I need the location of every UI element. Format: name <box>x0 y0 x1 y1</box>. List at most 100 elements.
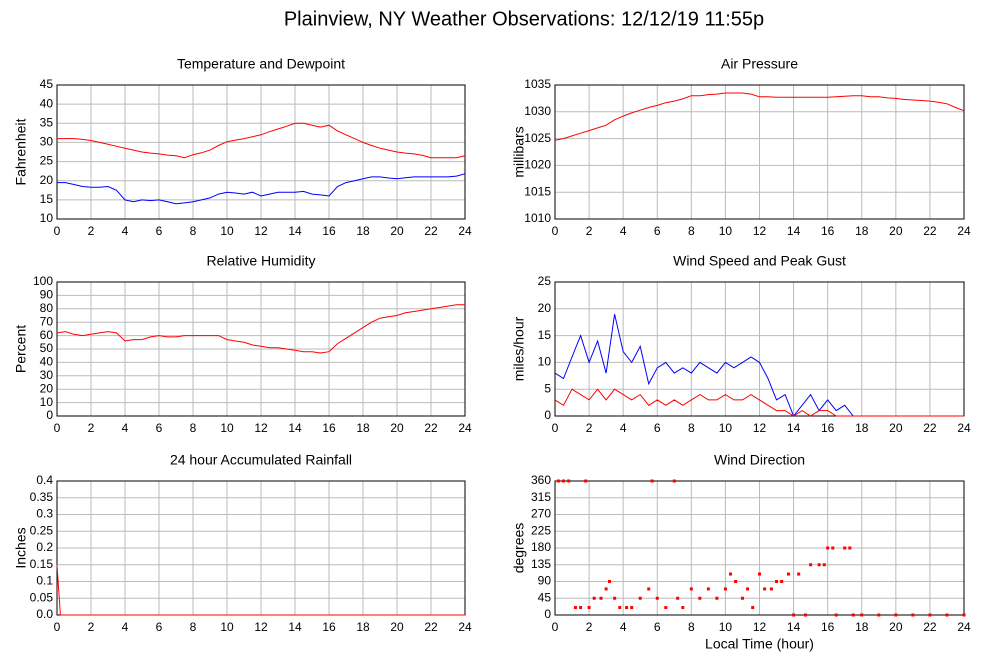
x-tick-label: 2 <box>586 421 593 435</box>
x-tick-label: 2 <box>586 224 593 238</box>
x-tick-label: 16 <box>322 620 336 634</box>
y-tick-label: 0.2 <box>36 540 53 554</box>
x-tick-label: 14 <box>787 620 801 634</box>
x-tick-label: 14 <box>787 224 801 238</box>
x-tick-label: 0 <box>552 421 559 435</box>
x-tick-label: 10 <box>220 421 234 435</box>
x-tick-label: 8 <box>190 421 197 435</box>
x-tick-label: 8 <box>688 224 695 238</box>
data-point <box>734 580 738 583</box>
data-point <box>664 606 668 610</box>
data-point <box>797 572 801 576</box>
plot-frame <box>56 84 466 220</box>
x-tick-label: 18 <box>356 224 370 238</box>
data-line <box>554 92 965 141</box>
x-tick-label: 0 <box>552 620 559 634</box>
y-tick-label: 90 <box>538 574 552 588</box>
data-point <box>647 587 651 591</box>
data-point <box>567 479 571 483</box>
panel-title: Temperature and Dewpoint <box>177 56 345 72</box>
y-tick-label: 1020 <box>524 158 551 172</box>
y-tick-label: 1015 <box>524 184 551 198</box>
x-tick-label: 22 <box>923 421 937 435</box>
y-tick-label: 90 <box>40 288 54 302</box>
data-point <box>608 580 612 583</box>
plot-frame <box>554 84 965 220</box>
data-point <box>613 596 617 600</box>
x-tick-label: 24 <box>458 224 472 238</box>
x-tick-label: 8 <box>688 620 695 634</box>
panel-title: Wind Speed and Peak Gust <box>673 253 846 269</box>
data-point <box>804 613 808 617</box>
data-point <box>698 596 702 600</box>
x-tick-label: 6 <box>654 224 661 238</box>
data-point <box>826 546 830 550</box>
data-point <box>676 596 680 600</box>
data-point <box>877 613 881 617</box>
y-axis-title: degrees <box>511 523 527 574</box>
x-tick-label: 4 <box>620 224 627 238</box>
x-tick-label: 22 <box>923 620 937 634</box>
y-tick-label: 0.0 <box>36 607 53 621</box>
x-tick-label: 18 <box>356 421 370 435</box>
y-tick-label: 0.1 <box>36 574 53 588</box>
x-tick-label: 22 <box>923 224 937 238</box>
y-axis-title: miles/hour <box>511 316 527 381</box>
x-tick-label: 0 <box>54 224 61 238</box>
x-tick-label: 14 <box>787 421 801 435</box>
data-point <box>962 613 966 617</box>
panel-title: Wind Direction <box>714 452 805 468</box>
y-axis-title: Fahrenheit <box>13 118 29 185</box>
data-point <box>562 479 566 483</box>
y-tick-label: 70 <box>40 314 54 328</box>
x-tick-label: 14 <box>288 421 302 435</box>
data-point <box>822 563 826 567</box>
data-point <box>729 572 733 576</box>
y-tick-label: 0 <box>46 408 53 422</box>
y-tick-label: 270 <box>531 507 551 521</box>
panel-title: Air Pressure <box>721 56 798 72</box>
y-tick-label: 20 <box>538 301 552 315</box>
data-point <box>786 572 790 576</box>
y-axis-title: Percent <box>13 325 29 373</box>
data-point <box>740 596 744 600</box>
y-tick-label: 20 <box>40 381 54 395</box>
x-tick-label: 2 <box>88 421 95 435</box>
y-tick-label: 360 <box>531 473 551 487</box>
x-tick-label: 10 <box>719 224 733 238</box>
y-tick-label: 20 <box>40 173 54 187</box>
data-line <box>56 564 465 616</box>
data-line <box>554 388 964 417</box>
x-tick-label: 20 <box>889 620 903 634</box>
data-point <box>780 580 784 583</box>
x-tick-label: 8 <box>190 620 197 634</box>
data-point <box>672 479 676 483</box>
y-tick-label: 15 <box>40 192 54 206</box>
data-point <box>911 613 915 617</box>
data-point <box>746 587 750 591</box>
x-tick-label: 6 <box>654 421 661 435</box>
y-tick-label: 35 <box>40 115 54 129</box>
data-point <box>650 479 654 483</box>
y-tick-label: 1030 <box>524 104 551 118</box>
y-tick-label: 0.25 <box>30 523 54 537</box>
data-point <box>604 587 608 591</box>
y-tick-label: 180 <box>531 540 551 554</box>
x-tick-label: 22 <box>424 224 438 238</box>
x-tick-label: 14 <box>288 224 302 238</box>
data-point <box>928 613 932 617</box>
y-tick-label: 1010 <box>524 211 551 225</box>
x-tick-label: 2 <box>88 224 95 238</box>
data-point <box>860 613 864 617</box>
y-tick-label: 315 <box>531 490 551 504</box>
data-point <box>775 580 779 583</box>
x-tick-label: 12 <box>254 421 268 435</box>
y-tick-label: 50 <box>40 341 54 355</box>
y-tick-label: 1025 <box>524 131 551 145</box>
panel-title: 24 hour Accumulated Rainfall <box>170 452 352 468</box>
data-point <box>769 587 773 591</box>
data-point <box>625 606 629 610</box>
data-point <box>831 546 835 550</box>
x-tick-label: 2 <box>586 620 593 634</box>
